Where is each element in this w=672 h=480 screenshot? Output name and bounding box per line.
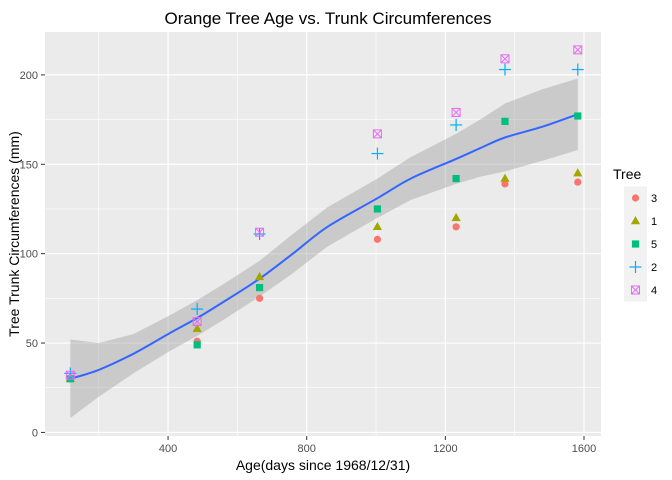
y-axis-ticks: 0 50 100 150 200 — [20, 70, 45, 439]
y-axis-title: Tree Trunk Circumferences (mm) — [6, 131, 22, 337]
data-point-tree-1 — [573, 168, 583, 177]
legend-label: 4 — [651, 285, 657, 297]
data-point-tree-4 — [451, 107, 461, 117]
data-point-tree-4 — [372, 129, 382, 139]
data-point-tree-5 — [501, 117, 509, 125]
y-tick-label: 0 — [32, 427, 38, 439]
confidence-band — [70, 78, 578, 419]
data-point-tree-4 — [255, 227, 265, 237]
data-point-tree-2 — [191, 303, 204, 316]
data-point-tree-5 — [193, 341, 201, 349]
legend-item-tree-3: 3 — [624, 186, 657, 210]
legend-marker-circle — [631, 194, 640, 202]
data-point-tree-5 — [255, 284, 264, 292]
legend-label: 5 — [651, 239, 657, 251]
confidence-band-layer — [70, 78, 578, 419]
data-point-tree-1 — [451, 212, 461, 222]
y-tick-label: 50 — [26, 338, 38, 350]
chart-title: Orange Tree Age vs. Trunk Circumferences — [165, 9, 492, 28]
data-point-tree-1 — [254, 271, 265, 281]
legend-marker-plus — [629, 261, 642, 273]
x-axis-ticks: 400 800 1200 1600 — [159, 436, 596, 455]
data-point-tree-3 — [501, 180, 509, 188]
legend-item-tree-4: 4 — [624, 278, 657, 302]
data-point-tree-4 — [192, 317, 202, 327]
legend-label: 2 — [651, 262, 657, 274]
y-tick-label: 200 — [20, 70, 38, 82]
data-point-tree-3 — [373, 235, 382, 243]
data-point-tree-3 — [574, 178, 582, 186]
legend-marker-square — [631, 240, 640, 248]
data-point-tree-3 — [452, 223, 460, 231]
legend-item-tree-1: 1 — [624, 209, 657, 233]
x-tick-label: 1200 — [433, 443, 457, 455]
data-point-tree-1 — [192, 323, 202, 332]
x-tick-label: 400 — [159, 443, 177, 455]
data-point-tree-2 — [571, 63, 584, 76]
data-point-tree-2 — [371, 147, 384, 160]
data-point-tree-4 — [573, 45, 583, 55]
legend-item-tree-5: 5 — [624, 232, 657, 256]
plot-panel — [45, 32, 601, 436]
data-points — [64, 45, 584, 383]
grid-lines — [45, 32, 601, 436]
legend-marker-triangle — [630, 216, 641, 225]
data-point-tree-1 — [500, 173, 510, 182]
data-point-tree-3 — [255, 294, 264, 302]
smooth-line-layer — [69, 113, 579, 380]
legend: Tree 3 1 5 2 4 — [613, 166, 657, 302]
legend-label: 1 — [651, 216, 657, 228]
data-point-tree-2 — [498, 63, 511, 76]
data-point-tree-5 — [452, 174, 460, 183]
x-axis-title: Age(days since 1968/12/31) — [236, 457, 410, 473]
smooth-line — [69, 113, 579, 380]
data-point-tree-1 — [372, 221, 383, 231]
x-tick-label: 800 — [298, 443, 316, 455]
x-tick-label: 1600 — [572, 443, 596, 455]
legend-title: Tree — [613, 166, 641, 182]
legend-label: 3 — [651, 193, 657, 205]
data-point-tree-5 — [574, 112, 582, 120]
y-tick-label: 100 — [20, 249, 38, 261]
y-tick-label: 150 — [20, 159, 38, 171]
legend-item-tree-2: 2 — [624, 255, 657, 279]
data-point-tree-2 — [450, 118, 463, 131]
data-point-tree-4 — [65, 370, 75, 380]
data-point-tree-4 — [500, 54, 510, 64]
data-point-tree-5 — [373, 205, 382, 213]
legend-marker-square-cross — [631, 285, 640, 295]
